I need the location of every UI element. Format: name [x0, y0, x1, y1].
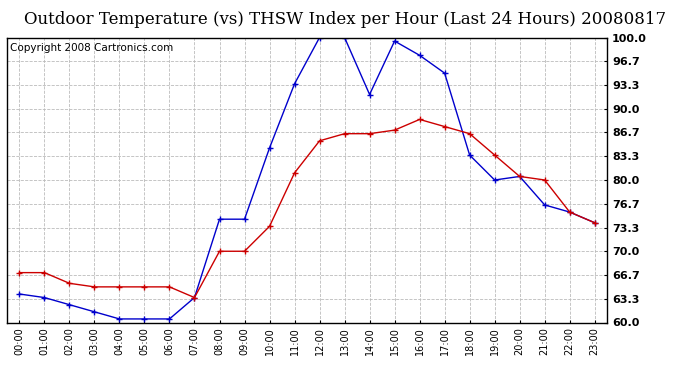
Text: Copyright 2008 Cartronics.com: Copyright 2008 Cartronics.com	[10, 43, 173, 53]
Text: Outdoor Temperature (vs) THSW Index per Hour (Last 24 Hours) 20080817: Outdoor Temperature (vs) THSW Index per …	[24, 11, 666, 28]
